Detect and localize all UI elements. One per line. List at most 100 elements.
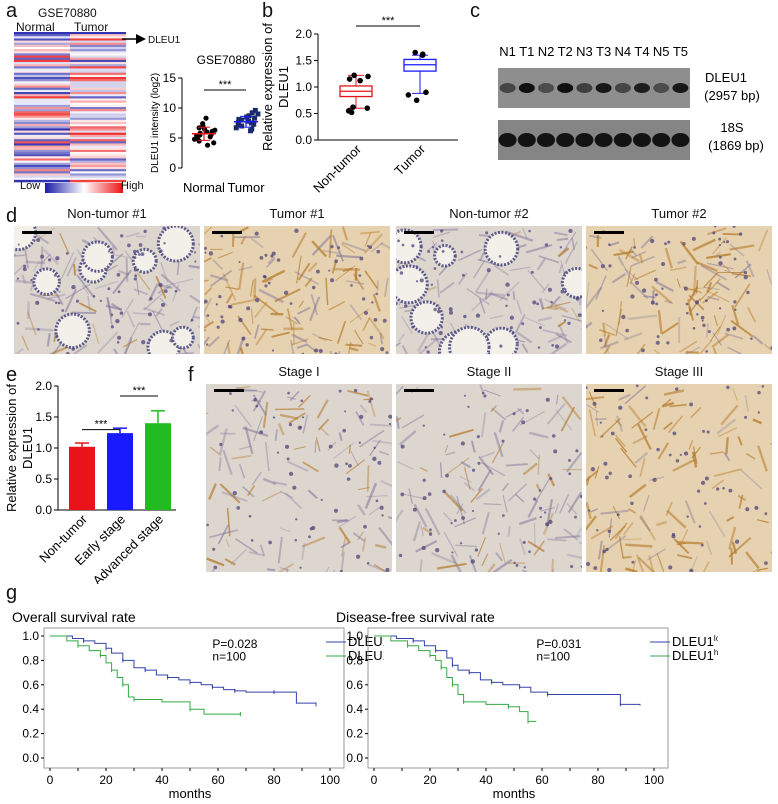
nucleus [30,278,33,282]
tissue-fiber [546,403,566,425]
heatmap-cell [70,81,126,84]
nucleus [528,550,531,554]
nucleus [385,351,389,354]
heatmap-cell [70,109,126,112]
tissue-fiber [728,526,737,550]
nucleus [415,280,419,283]
tissue-fiber [485,292,494,300]
heatmap-cell [14,171,70,174]
tissue-fiber [277,422,285,436]
tissue-fiber [212,259,224,271]
nucleus [345,462,348,466]
heatmap-cell [14,53,70,56]
nucleus [138,243,143,247]
tissue-fiber [757,445,768,472]
heatmap-cell [14,38,70,41]
tissue-fiber [297,306,311,315]
tissue-fiber [692,238,716,252]
heatmap-cell [14,81,70,84]
nucleus [705,350,708,353]
heatmap-col-normal: Normal [16,20,55,34]
tissue-fiber [657,442,670,460]
nucleus [238,260,241,264]
tissue-fiber [209,529,238,539]
survival-curve [374,635,537,722]
nucleus [148,312,152,317]
nucleus [339,569,343,572]
tissue-fiber [578,541,582,545]
tissue-fiber [396,509,404,523]
tissue-fiber [463,467,471,490]
tissue-fiber [285,316,298,325]
nucleus [206,343,209,346]
heatmap-cell [14,158,70,161]
panel-label-g: g [6,582,18,604]
nucleus [530,270,534,274]
nucleus [164,289,168,294]
tissue-fiber [314,440,317,453]
tissue-fiber [614,437,628,453]
nucleus [35,300,40,305]
nucleus [675,387,679,391]
nucleus [162,226,166,230]
tissue-fiber [350,450,360,467]
nucleus [337,246,340,250]
bar [145,423,171,510]
tissue-fiber [563,528,579,541]
heatmap-cell [70,167,126,170]
nucleus [641,288,647,293]
nucleus [764,512,768,516]
nucleus [440,325,443,329]
heatmap-cell [70,62,126,65]
tissue-fiber [436,279,440,298]
data-point [239,117,245,123]
heatmap-cell [14,113,70,116]
nucleus [505,282,510,287]
nucleus [539,326,542,329]
tissue-fiber [457,272,468,285]
tissue-fiber [541,301,571,310]
tissue-fiber [541,283,550,294]
heatmap-cell [14,154,70,157]
tissue-fiber [614,419,623,427]
tissue-fiber [664,247,673,269]
heatmap-cell [70,113,126,116]
x-tick-label: 20 [99,773,113,787]
heatmap-cell [14,51,70,54]
tissue-fiber [665,501,673,517]
nucleus [204,251,207,254]
tissue-fiber [493,432,504,457]
nucleus [633,246,636,249]
tissue-fiber [155,308,163,317]
nucleus [369,397,373,401]
heatmap-cell [70,134,126,138]
tissue-fiber [586,246,588,250]
nucleus [443,433,446,436]
tissue-fiber [26,311,37,336]
n-value: n=100 [536,649,570,663]
tissue-fiber [455,544,477,548]
tissue-fiber [379,332,384,345]
tissue-fiber [341,243,356,254]
tissue-fiber [545,499,554,527]
heatmap-cell [14,92,70,95]
nucleus [722,486,725,490]
heatmap-cell [70,119,126,123]
tissue-fiber [349,304,362,320]
tissue-fiber [713,251,721,258]
panel-label-d: d [6,205,18,227]
scale-bar [594,231,624,234]
nucleus [607,567,612,572]
tissue-fiber [756,519,769,524]
nucleus [419,278,424,283]
heatmap-cell [14,49,70,52]
tissue-fiber [307,262,318,273]
nucleus [397,239,400,243]
nucleus [433,267,437,270]
gland [170,325,195,350]
heatmap-cell [14,141,70,144]
tissue-fiber [14,347,24,354]
nucleus [431,245,435,249]
heatmap-cell [14,57,70,61]
nucleus [400,492,405,497]
